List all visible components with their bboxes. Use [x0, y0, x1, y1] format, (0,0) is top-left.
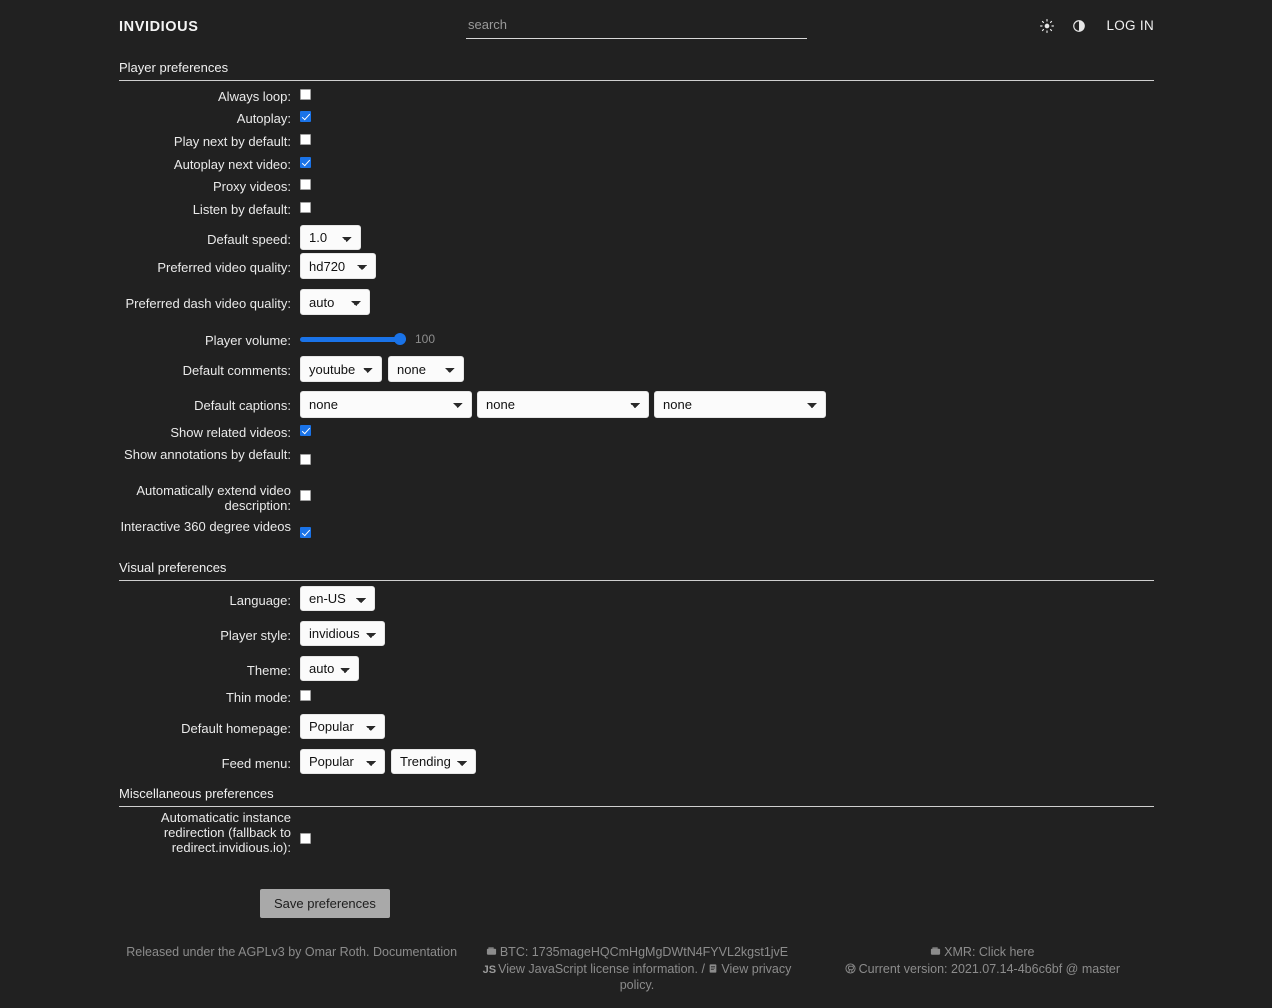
select-feed-menu-2[interactable]: Trending: [391, 749, 476, 774]
bitcoin-icon: [486, 946, 497, 962]
label-always-loop: Always loop:: [218, 89, 291, 104]
search-input[interactable]: [466, 13, 807, 39]
label-listen-by-default: Listen by default:: [192, 202, 291, 217]
select-preferred-video-quality[interactable]: hd720: [300, 253, 376, 279]
checkbox-play-next-by-default[interactable]: [300, 134, 311, 145]
select-default-speed[interactable]: 1.0: [300, 225, 361, 250]
footer-version-link[interactable]: Current version: 2021.07.14-4b6c6bf @ ma…: [858, 961, 1121, 976]
label-interactive-360: Interactive 360 degree videos: [120, 519, 291, 534]
footer-separator: /: [701, 961, 705, 976]
section-miscellaneous-preferences: Miscellaneous preferences: [119, 786, 1154, 807]
label-default-homepage: Default homepage:: [181, 721, 291, 736]
brand-logo[interactable]: INVIDIOUS: [119, 19, 199, 35]
checkbox-proxy-videos[interactable]: [300, 179, 311, 190]
footer-documentation-link[interactable]: Documentation: [372, 945, 458, 959]
select-default-comments-1[interactable]: youtube: [300, 356, 382, 382]
checkbox-autoplay-next-video[interactable]: [300, 157, 311, 168]
checkbox-auto-instance-redirect[interactable]: [300, 833, 311, 844]
navbar-right: LOG IN: [1039, 18, 1154, 33]
slider-player-volume[interactable]: [300, 336, 406, 342]
select-default-comments-2[interactable]: none: [388, 356, 464, 382]
footer-col-right: XMR: Click here Current version: 2021.07…: [810, 938, 1155, 994]
save-preferences-button[interactable]: Save preferences: [260, 889, 390, 918]
select-language[interactable]: en-US: [300, 586, 375, 611]
player-volume-value: 100: [415, 332, 436, 346]
footer: Released under the AGPLv3 by Omar Roth. …: [0, 938, 1272, 994]
checkbox-interactive-360[interactable]: [300, 527, 311, 538]
label-default-comments: Default comments:: [182, 363, 291, 378]
label-theme: Theme:: [246, 663, 291, 678]
label-default-captions: Default captions:: [194, 398, 291, 413]
label-player-volume: Player volume:: [205, 333, 291, 348]
select-default-homepage[interactable]: Popular: [300, 714, 385, 739]
section-player-preferences: Player preferences: [119, 60, 1154, 81]
js-badge-icon: JS: [482, 963, 497, 976]
checkbox-always-loop[interactable]: [300, 89, 311, 100]
footer-col-left: Released under the AGPLv3 by Omar Roth. …: [119, 938, 464, 994]
select-default-captions-2[interactable]: none: [477, 391, 649, 418]
label-preferred-dash-video-quality: Preferred dash video quality:: [125, 296, 291, 311]
select-player-style[interactable]: invidious: [300, 621, 385, 646]
label-show-related-videos: Show related videos:: [170, 425, 291, 440]
label-default-speed: Default speed:: [207, 232, 291, 247]
label-preferred-video-quality: Preferred video quality:: [157, 260, 291, 275]
login-link[interactable]: LOG IN: [1106, 18, 1154, 33]
label-autoplay-next-video: Autoplay next video:: [173, 157, 291, 172]
contrast-icon[interactable]: [1071, 18, 1086, 33]
monero-icon: [930, 946, 941, 962]
label-show-annotations: Show annotations by default:: [124, 447, 291, 462]
select-preferred-dash-video-quality[interactable]: auto: [300, 289, 370, 315]
footer-btc-link[interactable]: BTC: 1735mageHQCmHgMgDWtN4FYVL2kgst1jvE: [499, 945, 789, 959]
footer-js-license-link[interactable]: View JavaScript license information.: [498, 961, 698, 976]
section-visual-preferences: Visual preferences: [119, 560, 1154, 581]
label-autoplay: Autoplay:: [236, 111, 291, 126]
label-play-next-by-default: Play next by default:: [173, 134, 291, 149]
label-player-style: Player style:: [220, 628, 291, 643]
checkbox-listen-by-default[interactable]: [300, 202, 311, 213]
navbar: INVIDIOUS: [0, 0, 1272, 52]
label-thin-mode: Thin mode:: [225, 690, 291, 705]
footer-privacy-link[interactable]: View privacy policy.: [619, 961, 792, 993]
footer-xmr-link[interactable]: XMR: Click here: [944, 945, 1035, 959]
select-default-captions-1[interactable]: none: [300, 391, 472, 418]
checkbox-extend-description[interactable]: [300, 490, 311, 501]
label-feed-menu: Feed menu:: [221, 756, 291, 771]
sun-icon[interactable]: [1039, 18, 1054, 33]
github-icon: [845, 962, 856, 979]
select-default-captions-3[interactable]: none: [654, 391, 826, 418]
select-feed-menu-1[interactable]: Popular: [300, 749, 385, 774]
checkbox-show-annotations[interactable]: [300, 454, 311, 465]
select-theme[interactable]: auto: [300, 656, 359, 681]
checkbox-show-related-videos[interactable]: [300, 425, 311, 436]
checkbox-autoplay[interactable]: [300, 111, 311, 122]
label-auto-instance-redirect: Automaticatic instance redirection (fall…: [160, 810, 291, 855]
label-proxy-videos: Proxy videos:: [212, 179, 291, 194]
label-extend-description: Automatically extend video description:: [136, 483, 291, 513]
search-form: [466, 13, 807, 39]
privacy-document-icon: [708, 963, 718, 979]
checkbox-thin-mode[interactable]: [300, 690, 311, 701]
footer-license-text: Released under the AGPLv3 by Omar Roth.: [126, 945, 370, 959]
footer-col-center: BTC: 1735mageHQCmHgMgDWtN4FYVL2kgst1jvE …: [464, 938, 809, 994]
label-language: Language:: [229, 593, 291, 608]
